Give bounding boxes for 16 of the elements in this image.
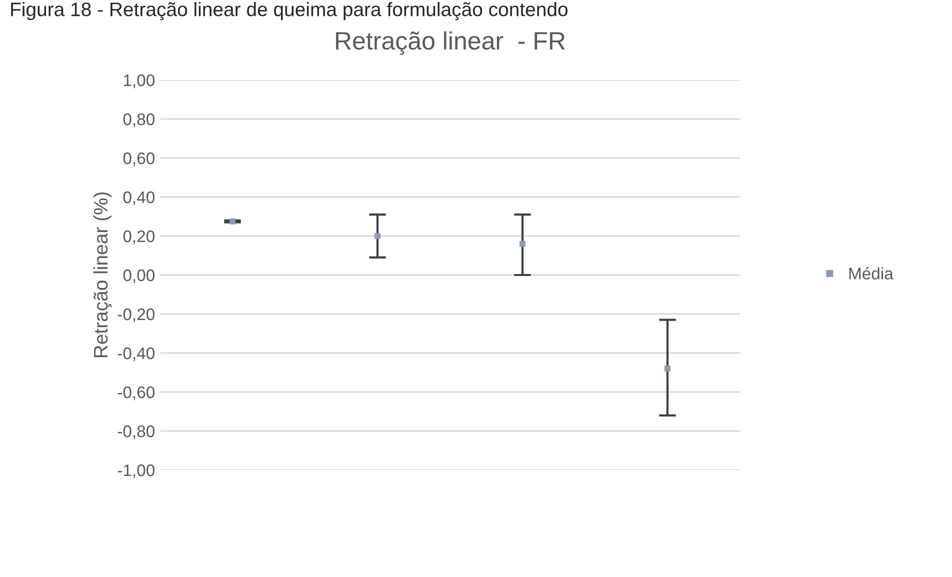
y-tick-label: 0,40 (123, 191, 154, 206)
y-tick-label: 1,00 (124, 74, 154, 88)
y-tick-label: -0,80 (118, 425, 154, 440)
y-axis-title: Retração linear (%) (93, 192, 112, 358)
text: Figura 18 - Retração linear de queima para formulação contendo (11, 2, 568, 20)
y-tick-label: 0,00 (123, 269, 154, 284)
y-tick-label: -1,00 (118, 464, 154, 478)
y-tick-label: 0,20 (123, 230, 154, 244)
legend-label: Média (849, 267, 894, 280)
y-tick-label: -0,40 (118, 347, 154, 362)
y-tick-label: -0,20 (118, 308, 154, 322)
chart-title: Retração linear - FR (336, 31, 565, 55)
y-tick-label: 0,80 (123, 113, 154, 128)
point (374, 232, 381, 240)
y-tick-label: -0,60 (118, 386, 154, 400)
y-tick-label: 0,60 (123, 152, 154, 166)
